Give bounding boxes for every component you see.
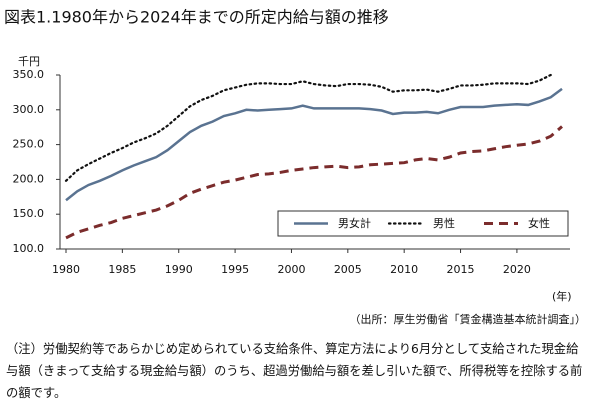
x-tick-label: 2015	[447, 263, 475, 276]
chart-title: 図表1.1980年から2024年までの所定内給与額の推移	[4, 8, 389, 27]
chart: 図表1.1980年から2024年までの所定内給与額の推移 千円 (年) （出所：…	[4, 8, 587, 327]
legend-label: 女性	[528, 216, 550, 230]
y-tick-label: 150.0	[13, 207, 45, 220]
x-tick-label: 1980	[52, 263, 80, 276]
x-tick-label: 2005	[334, 263, 362, 276]
y-tick-label: 100.0	[13, 242, 45, 255]
x-tick-label: 1990	[165, 263, 193, 276]
x-tick-label: 2010	[390, 263, 418, 276]
line-series	[65, 125, 563, 240]
x-unit: (年)	[552, 289, 572, 303]
source: （出所：厚生労働省「賃金構造基本統計調査」）	[350, 312, 587, 326]
note: （注）労働契約等であらかじめ定められている支給条件、算定方法により6月分として支…	[6, 342, 583, 400]
y-tick-label: 350.0	[13, 68, 45, 81]
x-tick-label: 2020	[503, 263, 531, 276]
legend-label: 男女計	[338, 216, 371, 230]
line-series	[64, 73, 552, 182]
y-tick-label: 200.0	[13, 172, 45, 185]
y-unit: 千円	[18, 55, 40, 68]
x-tick-label: 1995	[221, 263, 249, 276]
x-tick-label: 1985	[108, 263, 136, 276]
x-tick-label: 2000	[277, 263, 305, 276]
y-tick-label: 250.0	[13, 138, 45, 151]
y-tick-label: 300.0	[13, 103, 45, 116]
legend-label: 男性	[433, 216, 455, 230]
line-series	[65, 87, 563, 202]
